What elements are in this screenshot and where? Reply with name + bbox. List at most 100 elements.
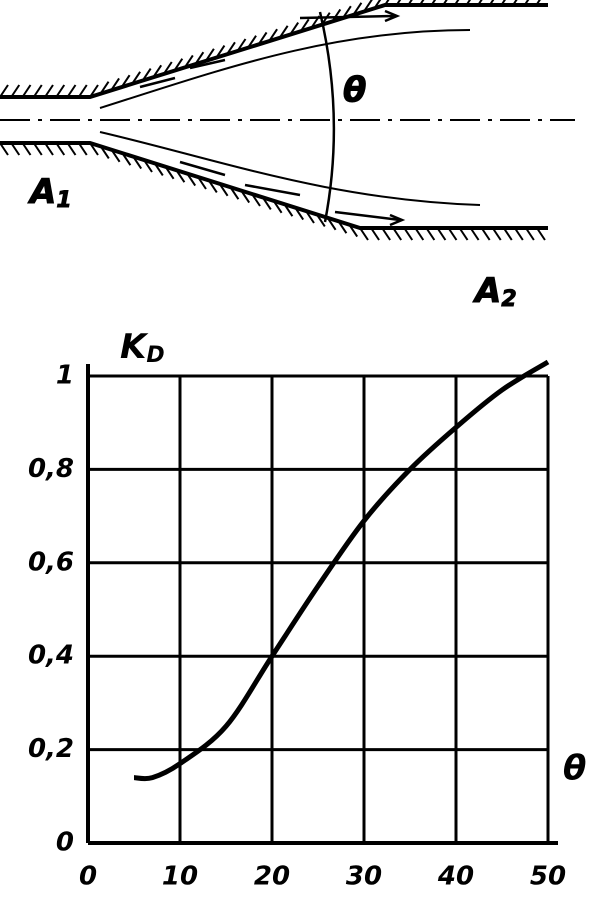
hatch-line (226, 41, 236, 55)
hatch-line (488, 0, 495, 6)
hatch-line (419, 0, 425, 6)
hatch-line (337, 220, 348, 234)
hatch-line (77, 84, 88, 98)
hatch-line (153, 162, 164, 176)
y-label-sub: D (146, 343, 164, 368)
hatch-line (66, 142, 77, 156)
hatch-line (186, 173, 197, 187)
hatch-line (283, 203, 294, 217)
hatch-line (257, 31, 268, 45)
streamline (99, 29, 471, 109)
hatch-line (480, 227, 491, 241)
hatch-line (442, 0, 448, 6)
inlet-sub: 1 (56, 188, 71, 213)
hatch-line (236, 38, 247, 52)
hatch-line (491, 227, 502, 241)
hatch-line (458, 227, 469, 241)
hatch-line (247, 35, 257, 49)
inlet-main: A (27, 172, 56, 212)
angle-label: θ (343, 71, 366, 111)
hatch-line (218, 183, 229, 197)
hatch-line (513, 227, 524, 241)
hatch-line (10, 142, 21, 156)
hatch-line (120, 74, 131, 88)
hatch-line (294, 207, 305, 221)
eddy-arrow (179, 160, 406, 227)
hatch-line (261, 196, 272, 210)
y-tick-label: 0,8 (28, 454, 74, 484)
hatch-line (525, 227, 535, 241)
x-tick-label: 0 (79, 862, 97, 892)
hatch-line (392, 227, 403, 241)
inlet-label: A1 (27, 172, 72, 214)
x-tick-label: 50 (530, 862, 566, 892)
streamline (99, 131, 481, 206)
hatch-line (207, 179, 218, 193)
hatch-line (141, 68, 152, 82)
x-tick-label: 20 (254, 862, 290, 892)
y-tick-label: 1 (56, 361, 74, 391)
hatch-line (447, 227, 458, 241)
hatch-line (502, 227, 513, 241)
hatch-line (512, 0, 518, 6)
hatch-line (342, 5, 352, 19)
hatch-line (425, 227, 436, 241)
chart: KD θ 00,20,40,60,810 10 20 30 40 50 (28, 327, 586, 892)
x-tick-label: 40 (437, 862, 474, 892)
hatch-line (21, 142, 32, 156)
hatch-line (131, 71, 141, 85)
hatch-line (469, 227, 480, 241)
lower-wall (0, 141, 548, 230)
hatch-line (110, 149, 121, 163)
hatch-line (384, 0, 390, 6)
hatch-line (477, 0, 483, 6)
hatch-line (183, 54, 194, 68)
hatch-line (305, 210, 315, 224)
hatch-line (66, 84, 77, 98)
hatch-line (229, 186, 240, 200)
hatch-line (173, 58, 184, 72)
hatch-line (121, 152, 132, 166)
y-label-main: K (120, 327, 149, 367)
y-tick-label: 0,2 (28, 734, 74, 764)
hatch-line (55, 84, 66, 98)
hatch-line (289, 22, 300, 36)
hatch-line (194, 51, 205, 65)
x-tick-label: 10 (162, 862, 198, 892)
hatch-line (536, 227, 546, 241)
angle-arc (318, 11, 336, 223)
hatch-line (414, 227, 425, 241)
hatch-line (454, 0, 460, 6)
hatch-line (10, 84, 21, 98)
hatch-line (197, 176, 207, 190)
hatch-line (99, 81, 110, 95)
hatch-line (370, 227, 380, 241)
hatch-line (407, 0, 413, 6)
hatch-line (89, 142, 99, 156)
hatch-line (110, 77, 120, 91)
y-tick-label: 0 (56, 828, 74, 858)
outlet-sub: 2 (501, 287, 516, 312)
hatch-line (299, 18, 310, 32)
hatch-line (132, 156, 143, 170)
hatch-line (535, 0, 541, 6)
hatch-line (310, 15, 321, 29)
hatch-line (44, 142, 54, 156)
hatch-line (89, 84, 99, 98)
hatch-line (162, 61, 173, 75)
x-axis-label: θ (563, 749, 586, 789)
x-tick-label: 30 (346, 862, 382, 892)
hatch-line (381, 227, 391, 241)
hatch-line (320, 12, 331, 26)
hatch-line (430, 0, 437, 6)
hatch-line (363, 0, 373, 13)
hatch-line (348, 224, 359, 238)
hatch-line (215, 45, 226, 59)
curve (133, 359, 550, 782)
hatch-line (352, 2, 363, 16)
diffuser-diagram: θ A1 A 2 (0, 0, 575, 313)
hatch-line (268, 28, 278, 42)
hatch-line (331, 8, 342, 22)
hatch-line (315, 213, 326, 227)
hatch-line (0, 142, 9, 156)
